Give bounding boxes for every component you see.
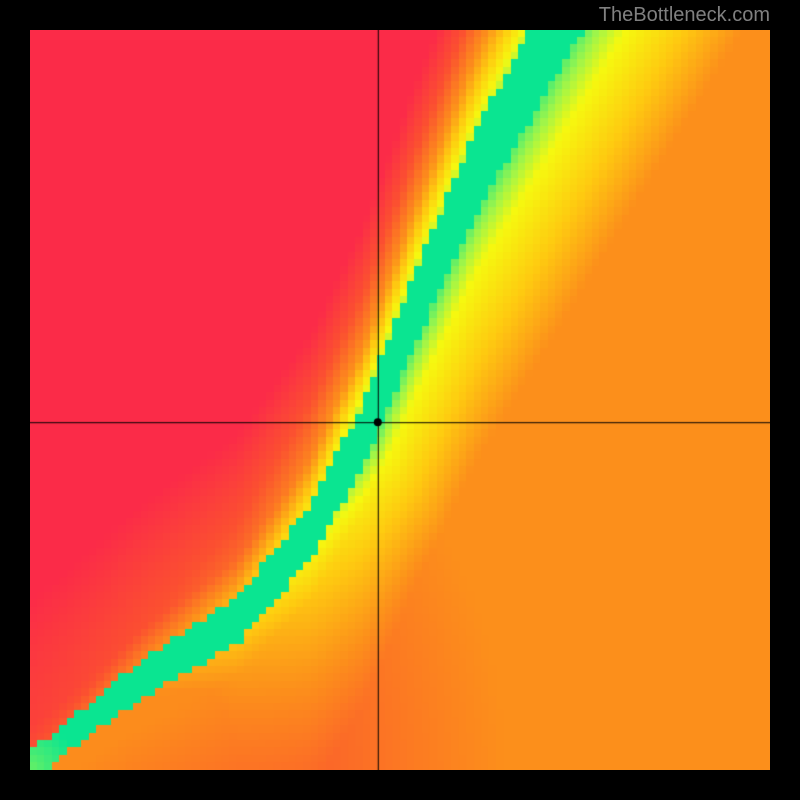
heatmap-plot: [30, 30, 770, 770]
page-root: TheBottleneck.com: [0, 0, 800, 800]
attribution-label: TheBottleneck.com: [599, 4, 770, 27]
heatmap-canvas: [30, 30, 770, 770]
